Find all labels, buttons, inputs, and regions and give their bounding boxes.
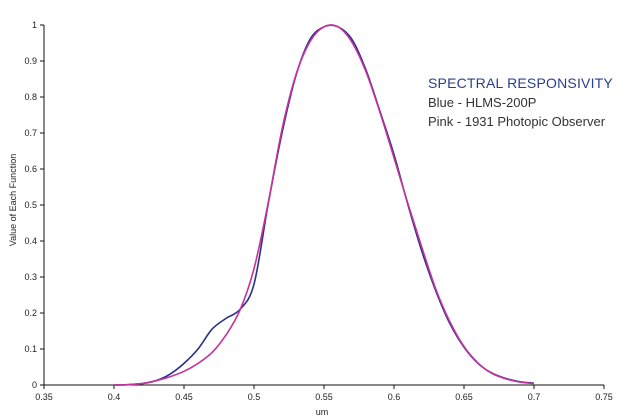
x-tick-label: 0.35 <box>35 392 53 402</box>
y-tick-label: 0.9 <box>24 56 37 66</box>
y-axis-title-group: Value of Each Function <box>8 154 18 246</box>
y-tick-label: 1 <box>32 20 37 30</box>
x-axis-title: um <box>316 407 329 417</box>
y-tick-label: 0 <box>32 380 37 390</box>
y-tick-label: 0.6 <box>24 164 37 174</box>
annotation-title: SPECTRAL RESPONSIVITY <box>428 75 613 91</box>
x-tick-label: 0.65 <box>455 392 473 402</box>
x-tick-label: 0.7 <box>528 392 541 402</box>
x-tick-label: 0.55 <box>315 392 333 402</box>
x-tick-label: 0.75 <box>595 392 613 402</box>
series-line-pink <box>113 24 535 386</box>
y-tick-label: 0.5 <box>24 200 37 210</box>
y-tick-label: 0.2 <box>24 308 37 318</box>
annotation-line-blue: Blue - HLMS-200P <box>428 95 537 110</box>
y-tick-label: 0.3 <box>24 272 37 282</box>
y-tick-label: 0.1 <box>24 344 37 354</box>
x-tick-label: 0.6 <box>388 392 401 402</box>
chart-annotation: SPECTRAL RESPONSIVITY Blue - HLMS-200P P… <box>428 74 613 131</box>
y-tick-label: 0.4 <box>24 236 37 246</box>
tick-group: 0.35 0.4 0.45 0.5 0.55 0.6 0.65 0.7 0.75 0 0.1 0.2 0… <box>24 20 612 402</box>
annotation-line-pink: Pink - 1931 Photopic Observer <box>428 114 606 129</box>
y-tick-label: 0.7 <box>24 128 37 138</box>
x-tick-label: 0.45 <box>175 392 193 402</box>
x-tick-label: 0.5 <box>248 392 261 402</box>
y-axis-title: Value of Each Function <box>8 154 18 246</box>
y-tick-label: 0.8 <box>24 92 37 102</box>
series-group <box>113 24 535 386</box>
x-tick-label: 0.4 <box>108 392 121 402</box>
